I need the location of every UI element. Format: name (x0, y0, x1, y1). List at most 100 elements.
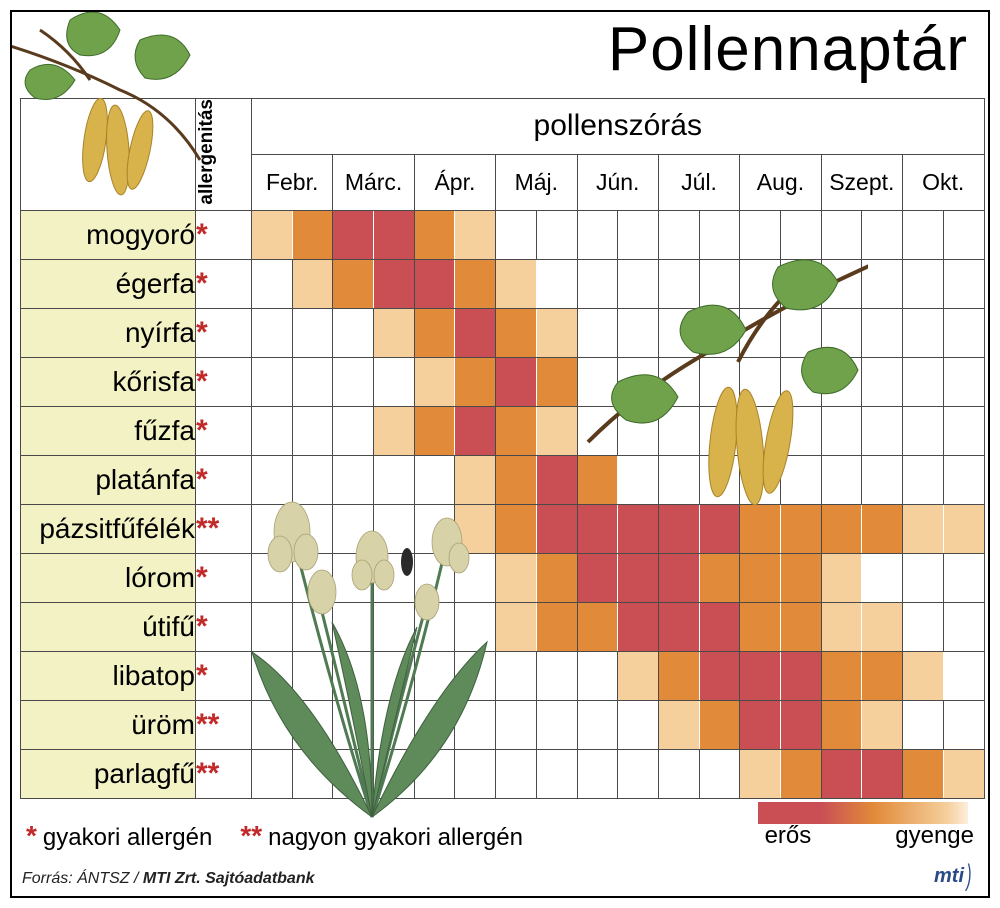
intensity-cell (740, 553, 781, 602)
intensity-cell (699, 455, 740, 504)
intensity-cell (577, 455, 618, 504)
intensity-cell (658, 700, 699, 749)
intensity-cell (740, 651, 781, 700)
intensity-cell (740, 455, 781, 504)
intensity-cell (699, 700, 740, 749)
intensity-cell (536, 308, 577, 357)
intensity-cell (374, 455, 415, 504)
intensity-cell (862, 210, 903, 259)
intensity-cell (903, 210, 944, 259)
intensity-cell (658, 210, 699, 259)
intensity-cell (862, 504, 903, 553)
intensity-cell (292, 406, 333, 455)
intensity-cell (536, 210, 577, 259)
intensity-cell (333, 259, 374, 308)
intensity-cell (414, 406, 455, 455)
plant-name: kőrisfa (21, 357, 196, 406)
intensity-cell (333, 700, 374, 749)
intensity-cell (374, 308, 415, 357)
intensity-cell (252, 602, 293, 651)
intensity-cell (455, 357, 496, 406)
intensity-cell (577, 406, 618, 455)
intensity-cell (903, 406, 944, 455)
intensity-cell (536, 259, 577, 308)
plant-name: libatop (21, 651, 196, 700)
intensity-cell (374, 651, 415, 700)
allergen-mark: * (196, 602, 252, 651)
intensity-cell (943, 602, 984, 651)
intensity-cell (577, 700, 618, 749)
intensity-cell (496, 651, 537, 700)
intensity-cell (252, 749, 293, 798)
intensity-cell (374, 749, 415, 798)
intensity-cell (292, 700, 333, 749)
intensity-cell (943, 406, 984, 455)
intensity-cell (577, 749, 618, 798)
intensity-cell (292, 308, 333, 357)
intensity-cell (780, 406, 821, 455)
intensity-cell (536, 553, 577, 602)
intensity-cell (618, 210, 659, 259)
intensity-cell (780, 553, 821, 602)
intensity-cell (862, 259, 903, 308)
header-month: Máj. (496, 154, 577, 210)
intensity-cell (292, 749, 333, 798)
intensity-cell (780, 700, 821, 749)
intensity-cell (374, 357, 415, 406)
intensity-cell (496, 749, 537, 798)
intensity-cell (618, 308, 659, 357)
intensity-cell (374, 504, 415, 553)
intensity-cell (455, 749, 496, 798)
intensity-cell (618, 553, 659, 602)
intensity-cell (333, 504, 374, 553)
intensity-cell (903, 308, 944, 357)
intensity-cell (780, 259, 821, 308)
legend-weak-label: gyenge (895, 822, 974, 850)
intensity-cell (455, 700, 496, 749)
intensity-cell (943, 455, 984, 504)
intensity-cell (943, 700, 984, 749)
intensity-cell (496, 700, 537, 749)
intensity-cell (903, 259, 944, 308)
intensity-cell (577, 553, 618, 602)
intensity-cell (821, 651, 862, 700)
intensity-cell (414, 259, 455, 308)
intensity-cell (903, 749, 944, 798)
header-month: Márc. (333, 154, 414, 210)
intensity-cell (699, 406, 740, 455)
intensity-cell (414, 749, 455, 798)
intensity-cell (455, 651, 496, 700)
legend-gradient (758, 802, 968, 824)
intensity-cell (333, 602, 374, 651)
intensity-cell (943, 651, 984, 700)
intensity-cell (699, 749, 740, 798)
intensity-cell (374, 553, 415, 602)
intensity-cell (536, 749, 577, 798)
intensity-cell (577, 357, 618, 406)
legend: *gyakori allergén **nagyon gyakori aller… (26, 820, 974, 852)
intensity-cell (292, 651, 333, 700)
intensity-cell (699, 504, 740, 553)
intensity-cell (333, 749, 374, 798)
intensity-cell (333, 210, 374, 259)
intensity-cell (658, 504, 699, 553)
intensity-cell (333, 553, 374, 602)
allergen-mark: * (196, 308, 252, 357)
intensity-cell (536, 357, 577, 406)
plant-name: lórom (21, 553, 196, 602)
allergen-mark: * (196, 651, 252, 700)
intensity-cell (252, 308, 293, 357)
intensity-cell (618, 259, 659, 308)
intensity-cell (740, 700, 781, 749)
intensity-cell (414, 357, 455, 406)
blank-corner (21, 99, 196, 211)
intensity-cell (292, 504, 333, 553)
intensity-cell (577, 210, 618, 259)
intensity-cell (455, 504, 496, 553)
intensity-cell (455, 602, 496, 651)
intensity-cell (536, 504, 577, 553)
intensity-cell (862, 553, 903, 602)
intensity-cell (740, 504, 781, 553)
allergen-mark: ** (196, 504, 252, 553)
intensity-cell (414, 651, 455, 700)
